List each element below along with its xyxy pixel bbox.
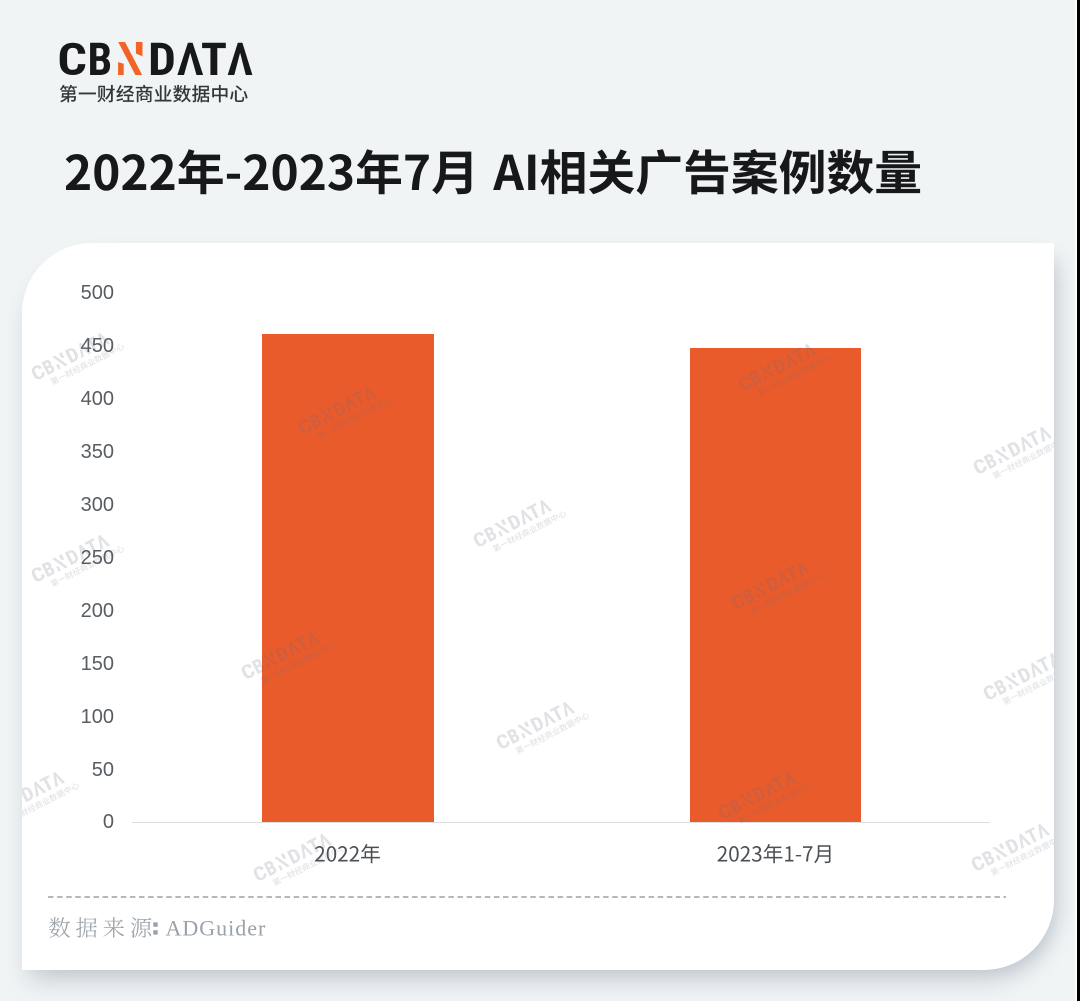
- svg-text:ADGuider: ADGuider: [166, 916, 267, 941]
